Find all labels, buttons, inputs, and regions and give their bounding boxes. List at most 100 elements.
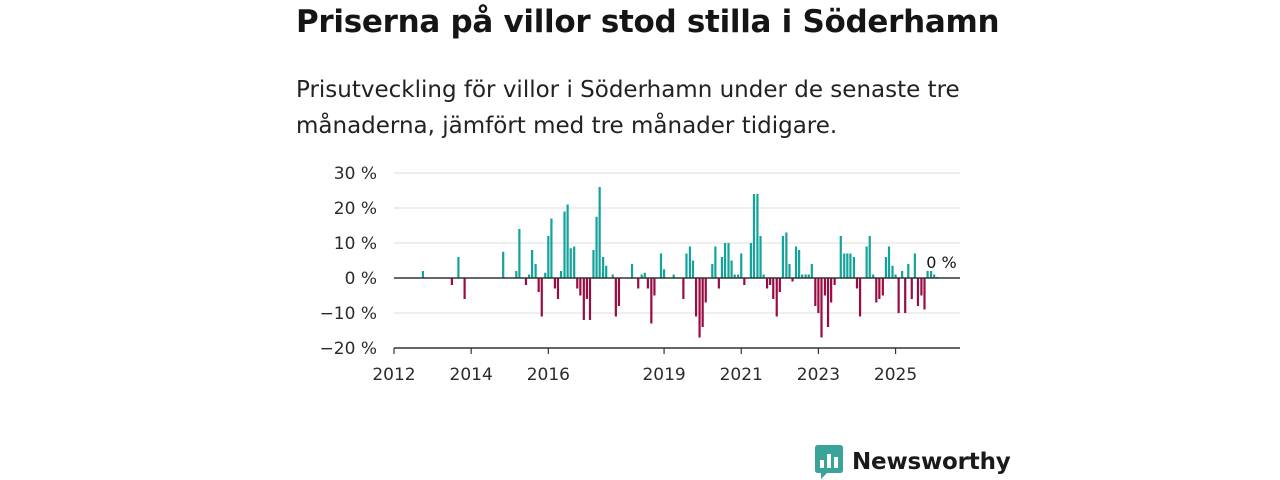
bar xyxy=(752,194,756,278)
bar xyxy=(421,271,425,278)
bar xyxy=(502,251,505,278)
bar xyxy=(817,278,820,313)
bar xyxy=(897,278,900,313)
bar xyxy=(756,194,759,278)
bar xyxy=(537,278,540,292)
bar xyxy=(775,278,778,317)
bar xyxy=(772,278,775,299)
bar xyxy=(617,278,621,306)
axis-layer xyxy=(394,277,960,349)
bar xyxy=(605,265,608,278)
bar xyxy=(907,264,910,278)
bar xyxy=(788,264,791,278)
bar xyxy=(868,236,871,278)
bar xyxy=(698,278,701,338)
bar xyxy=(579,278,582,296)
bar xyxy=(913,253,916,278)
bar xyxy=(778,278,781,292)
bar xyxy=(457,257,460,278)
bar xyxy=(901,271,904,278)
bar xyxy=(685,253,688,278)
grid-layer xyxy=(394,172,960,349)
bar xyxy=(695,278,698,317)
bar xyxy=(737,274,740,278)
bar xyxy=(920,278,923,296)
bar xyxy=(801,274,804,278)
bar xyxy=(547,236,550,278)
x-tick-label: 2023 xyxy=(797,365,840,385)
bar xyxy=(515,271,518,278)
bar xyxy=(691,260,695,278)
bar xyxy=(740,253,743,278)
bar xyxy=(630,264,634,278)
bar xyxy=(916,278,920,306)
bar xyxy=(720,257,724,278)
bar xyxy=(843,253,846,278)
bar xyxy=(794,246,798,278)
bar xyxy=(733,274,736,278)
bar xyxy=(588,278,592,320)
x-tick-label: 2025 xyxy=(874,365,917,385)
chart-subtitle: Prisutveckling för villor i Söderhamn un… xyxy=(296,77,960,139)
bar xyxy=(839,236,842,278)
bar xyxy=(830,278,833,303)
bar xyxy=(926,271,929,278)
bar xyxy=(527,274,531,278)
bar xyxy=(569,248,572,278)
bar xyxy=(727,243,730,278)
bar xyxy=(769,278,772,285)
bar xyxy=(878,278,881,299)
bar xyxy=(573,246,576,278)
bar xyxy=(637,278,640,289)
bar xyxy=(566,204,569,278)
bar xyxy=(711,264,714,278)
y-tick-label: 10 % xyxy=(334,234,377,254)
bar xyxy=(884,257,888,278)
bar xyxy=(559,271,563,278)
bar xyxy=(723,243,727,278)
bar xyxy=(749,243,752,278)
bar xyxy=(846,253,849,278)
y-tick-label: −10 % xyxy=(320,304,377,324)
bar xyxy=(602,257,605,278)
x-tick-label: 2021 xyxy=(720,365,763,385)
bar xyxy=(540,278,543,317)
bar xyxy=(823,278,827,296)
bar xyxy=(804,274,807,278)
bar xyxy=(582,278,585,320)
bar xyxy=(653,278,656,296)
bar xyxy=(814,278,817,306)
bar xyxy=(781,236,785,278)
x-tick-label: 2014 xyxy=(450,365,493,385)
bar xyxy=(643,272,646,278)
x-tick-label: 2016 xyxy=(527,365,570,385)
y-tick-label: 30 % xyxy=(334,164,377,184)
bar xyxy=(849,253,852,278)
last-value-label: 0 % xyxy=(926,253,956,272)
bar xyxy=(585,278,589,299)
bar xyxy=(592,250,595,278)
bar xyxy=(688,246,692,278)
bar xyxy=(659,253,663,278)
brand-name: Newsworthy xyxy=(852,449,1011,475)
bar xyxy=(891,265,894,278)
bar xyxy=(563,211,566,278)
bar xyxy=(910,278,913,299)
bar xyxy=(598,187,601,278)
bar xyxy=(872,274,875,278)
bar xyxy=(714,246,717,278)
bar xyxy=(785,232,788,278)
bar xyxy=(855,278,859,289)
bar xyxy=(614,278,617,317)
newsworthy-brand: Newsworthy xyxy=(815,445,1011,479)
bar xyxy=(701,278,704,327)
bar xyxy=(807,274,810,278)
chart-title: Priserna på villor stod stilla i Söderha… xyxy=(296,4,1000,40)
bar xyxy=(463,278,466,299)
bar-chart-logo-icon xyxy=(815,445,843,479)
bar xyxy=(791,278,794,282)
bar xyxy=(826,278,830,327)
x-tick-label: 2019 xyxy=(642,365,685,385)
bar xyxy=(875,278,878,303)
bar xyxy=(553,278,556,289)
